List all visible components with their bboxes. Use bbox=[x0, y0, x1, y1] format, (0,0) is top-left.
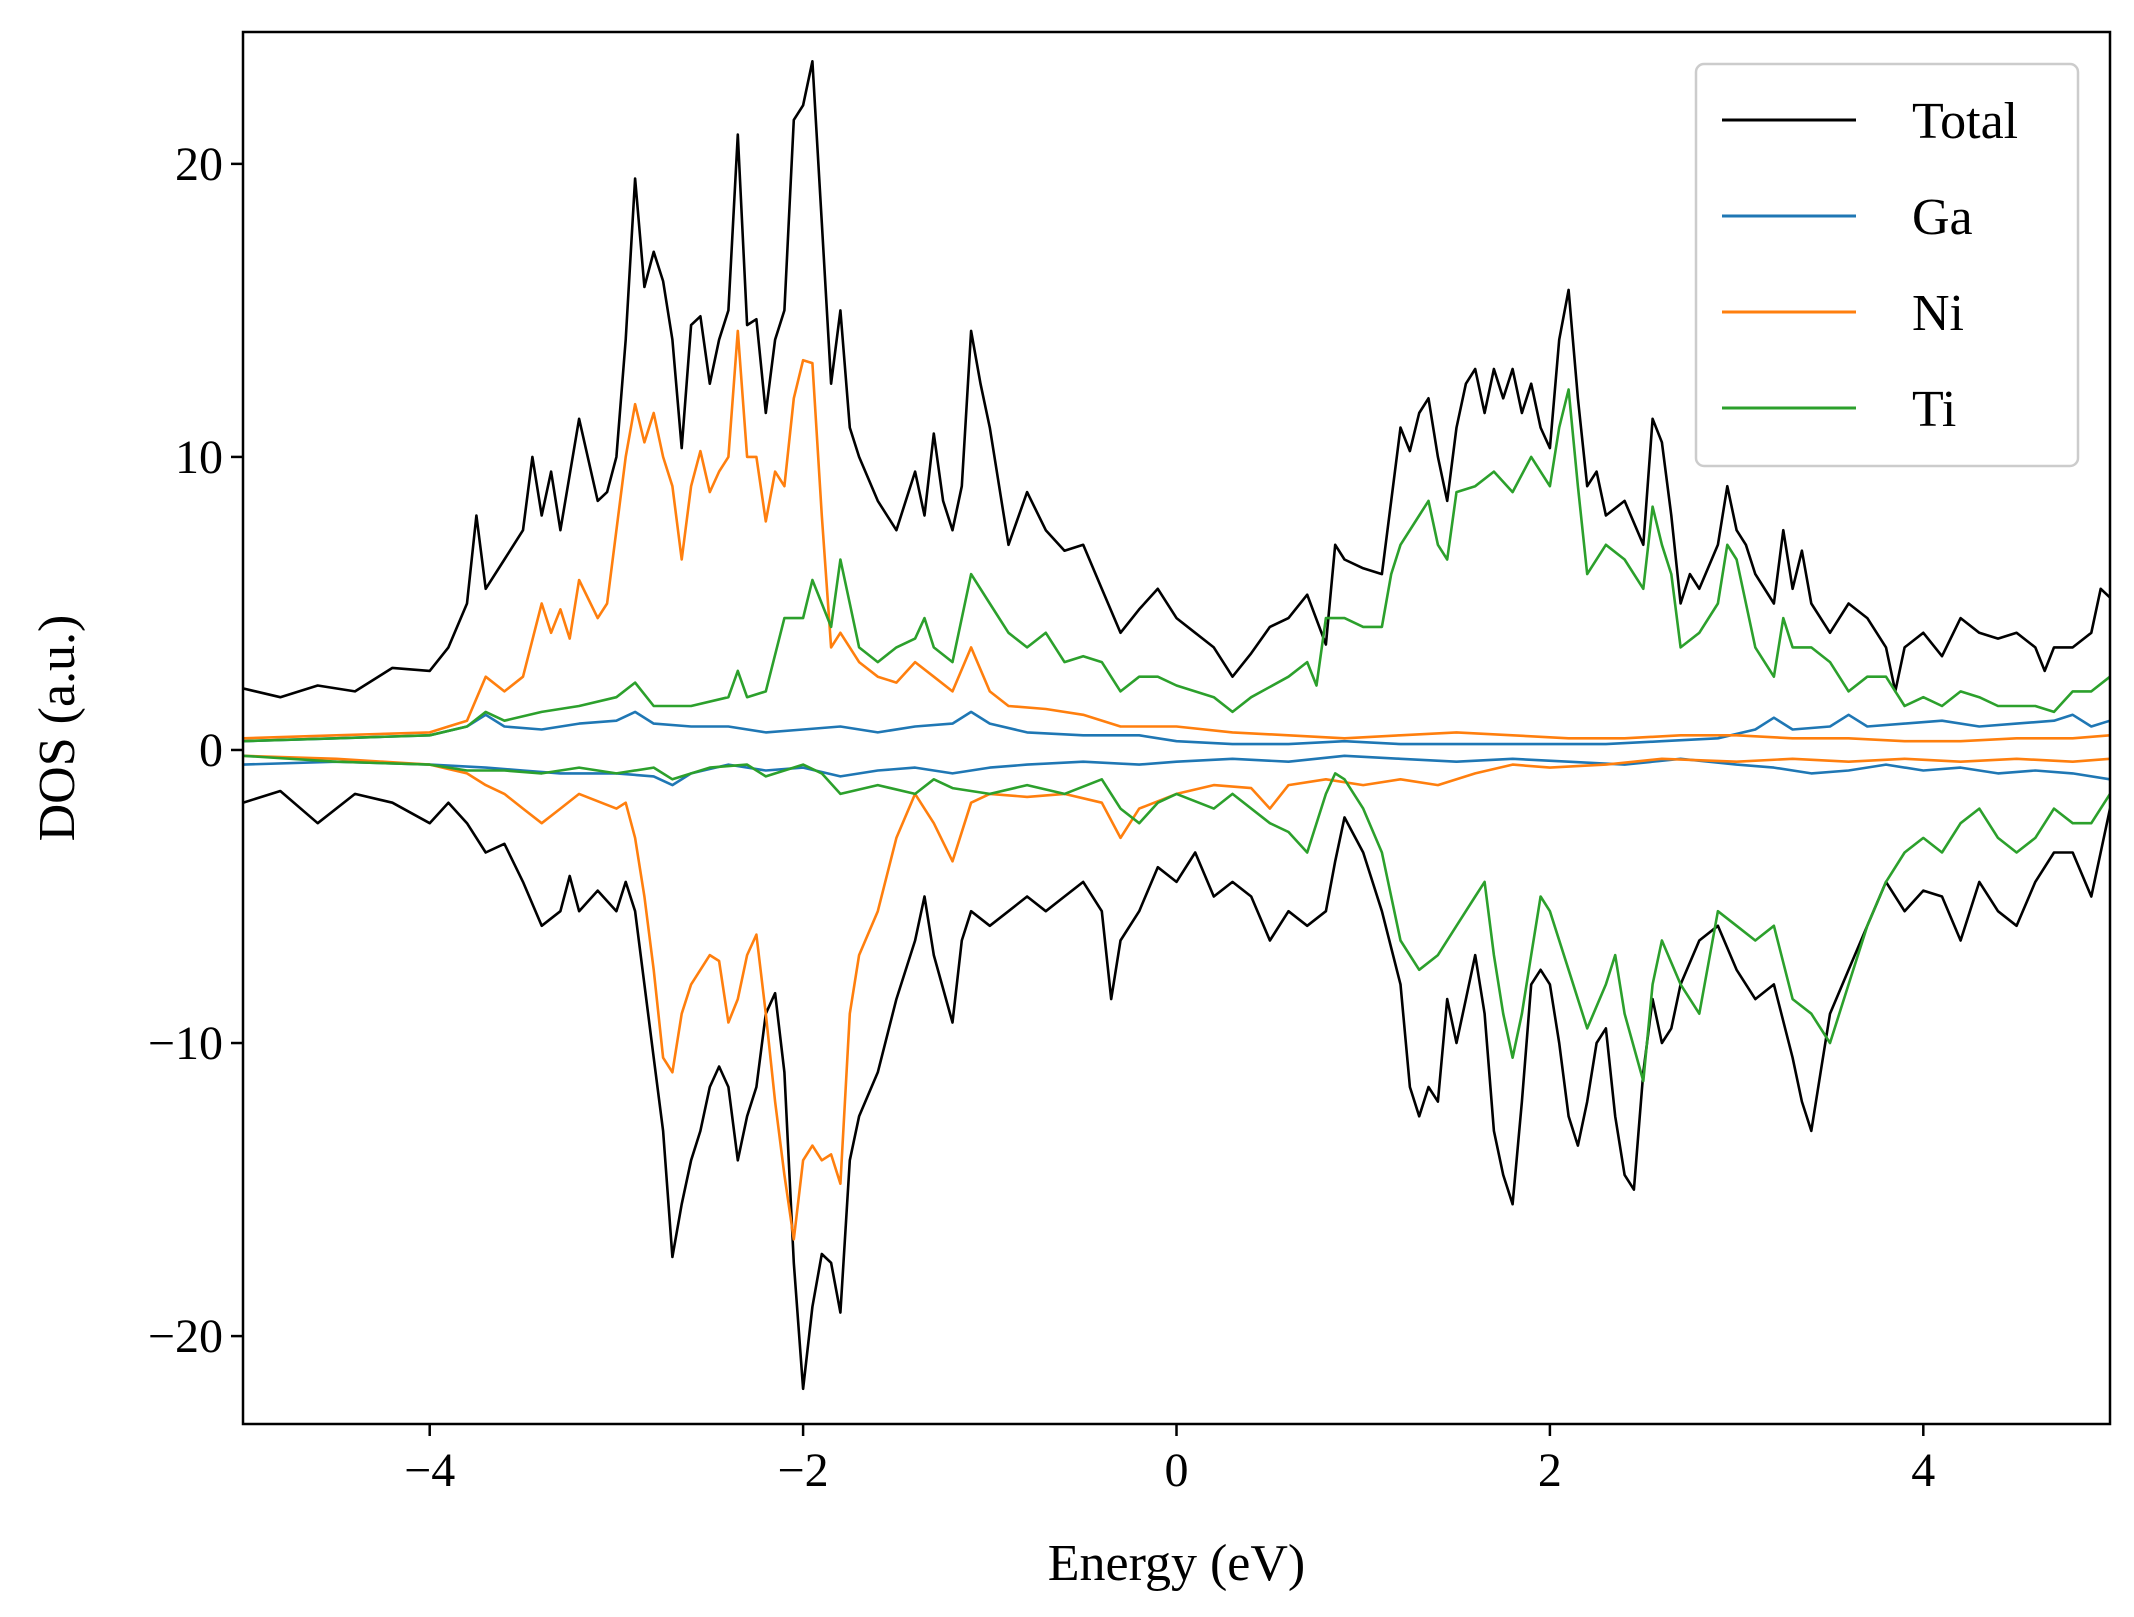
y-tick-label: −20 bbox=[148, 1310, 223, 1363]
legend-label-ga: Ga bbox=[1912, 189, 1973, 246]
legend-label-ti: Ti bbox=[1912, 381, 1956, 438]
series-line-ti-down bbox=[243, 754, 2110, 1083]
y-tick-label: −10 bbox=[148, 1017, 223, 1070]
legend: Total Ga Ni Ti bbox=[1694, 62, 2080, 468]
series-line-total-up bbox=[243, 60, 2110, 699]
y-axis: −20 −10 0 10 20 bbox=[148, 138, 243, 1363]
x-tick-label: 0 bbox=[1165, 1444, 1189, 1497]
series-line-ga-down bbox=[243, 754, 2110, 787]
y-tick-label: 10 bbox=[175, 431, 223, 484]
legend-label-total: Total bbox=[1912, 93, 2018, 150]
series-line-ni-up bbox=[243, 329, 2110, 743]
x-axis: −4 −2 0 2 4 bbox=[404, 1424, 1935, 1497]
series-line-total-down bbox=[243, 789, 2110, 1391]
x-axis-label: Energy (eV) bbox=[1048, 1535, 1306, 1592]
x-tick-label: 2 bbox=[1538, 1444, 1562, 1497]
x-tick-label: 4 bbox=[1911, 1444, 1935, 1497]
series-line-ni-down bbox=[243, 754, 2110, 1241]
series-line-ga-up bbox=[243, 710, 2110, 746]
y-axis-label: DOS (a.u.) bbox=[29, 615, 86, 842]
x-tick-label: −2 bbox=[778, 1444, 829, 1497]
series-line-ti-up bbox=[243, 388, 2110, 743]
x-tick-label: −4 bbox=[404, 1444, 455, 1497]
y-tick-label: 20 bbox=[175, 138, 223, 191]
y-tick-label: 0 bbox=[199, 724, 223, 777]
legend-box bbox=[1694, 62, 2080, 468]
legend-label-ni: Ni bbox=[1912, 285, 1964, 342]
series-layer bbox=[243, 60, 2110, 1391]
